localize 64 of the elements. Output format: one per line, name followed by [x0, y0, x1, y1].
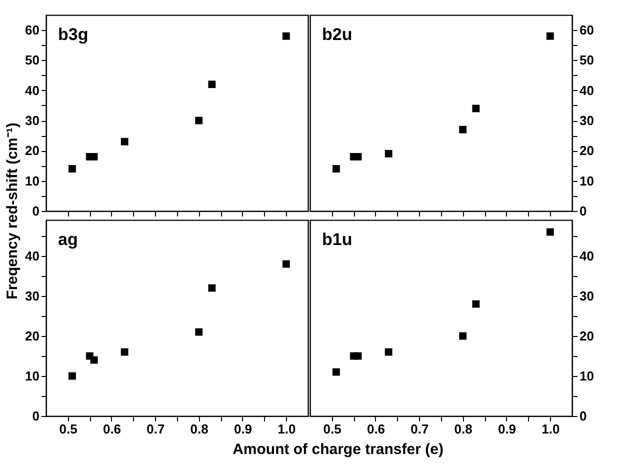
x-tick-label: 0.9	[498, 422, 516, 436]
y-tick-label: 60	[25, 22, 40, 38]
y-tick-label: 10	[580, 368, 594, 384]
x-tick-label: 0.5	[323, 422, 342, 436]
point	[120, 138, 128, 146]
y-tick-label: 40	[25, 82, 40, 98]
point	[546, 228, 554, 236]
x-tick-label: 0.7	[146, 422, 165, 436]
point	[282, 32, 290, 40]
y-tick-label: 40	[580, 82, 594, 98]
point	[68, 165, 76, 172]
y-tick-label: 0	[580, 408, 587, 424]
y-tick-label: 10	[580, 173, 594, 188]
y-tick-label: 0	[32, 204, 40, 218]
point	[90, 153, 98, 160]
y-axis-title: Freqency red-shift (cm⁻¹)	[4, 122, 21, 300]
point	[282, 260, 290, 268]
x-tick-label: 0.8	[454, 422, 472, 436]
y-tick-label: 40	[25, 248, 40, 264]
point	[120, 348, 128, 356]
y-tick-label: 20	[580, 143, 594, 158]
point	[354, 153, 362, 160]
point	[384, 348, 392, 356]
text: b3g	[58, 25, 88, 44]
point	[459, 126, 467, 134]
x-tick-label: 0.7	[410, 422, 429, 436]
point	[332, 368, 340, 376]
x-tick-label: 0.6	[102, 422, 122, 436]
point	[195, 328, 203, 336]
y-tick-label: 0	[32, 408, 40, 424]
text: ag	[58, 230, 78, 249]
y-tick-label: 50	[580, 52, 594, 68]
point	[472, 300, 480, 308]
y-tick-label: 50	[25, 52, 40, 68]
point	[208, 284, 216, 292]
point	[384, 150, 392, 158]
y-tick-label: 30	[580, 113, 594, 128]
y-tick-label: 20	[25, 328, 40, 344]
y-tick-label: 10	[25, 173, 40, 188]
y-tick-label: 30	[580, 288, 594, 304]
point	[546, 32, 554, 40]
x-tick-label: 0.9	[234, 422, 252, 436]
x-tick-label: 1.0	[542, 422, 560, 436]
point	[68, 372, 76, 380]
y-tick-label: 60	[580, 22, 594, 38]
text: b1u	[322, 230, 352, 249]
y-tick-label: 20	[580, 328, 594, 344]
point	[208, 80, 216, 88]
x-axis-title: Amount of charge transfer (e)	[232, 441, 444, 458]
point	[332, 165, 340, 172]
x-tick-label: 0.5	[59, 422, 78, 436]
y-tick-label: 20	[25, 143, 40, 158]
y-tick-label: 0	[580, 204, 587, 218]
x-tick-label: 1.0	[278, 422, 296, 436]
point	[472, 104, 480, 112]
point	[459, 332, 467, 340]
y-tick-label: 30	[25, 288, 40, 304]
point	[195, 116, 203, 124]
y-tick-label: 10	[25, 368, 40, 384]
text: b2u	[322, 25, 352, 44]
x-tick-label: 0.8	[190, 422, 208, 436]
y-tick-label: 30	[25, 113, 40, 128]
x-tick-label: 0.6	[366, 422, 386, 436]
y-tick-label: 40	[580, 248, 594, 264]
